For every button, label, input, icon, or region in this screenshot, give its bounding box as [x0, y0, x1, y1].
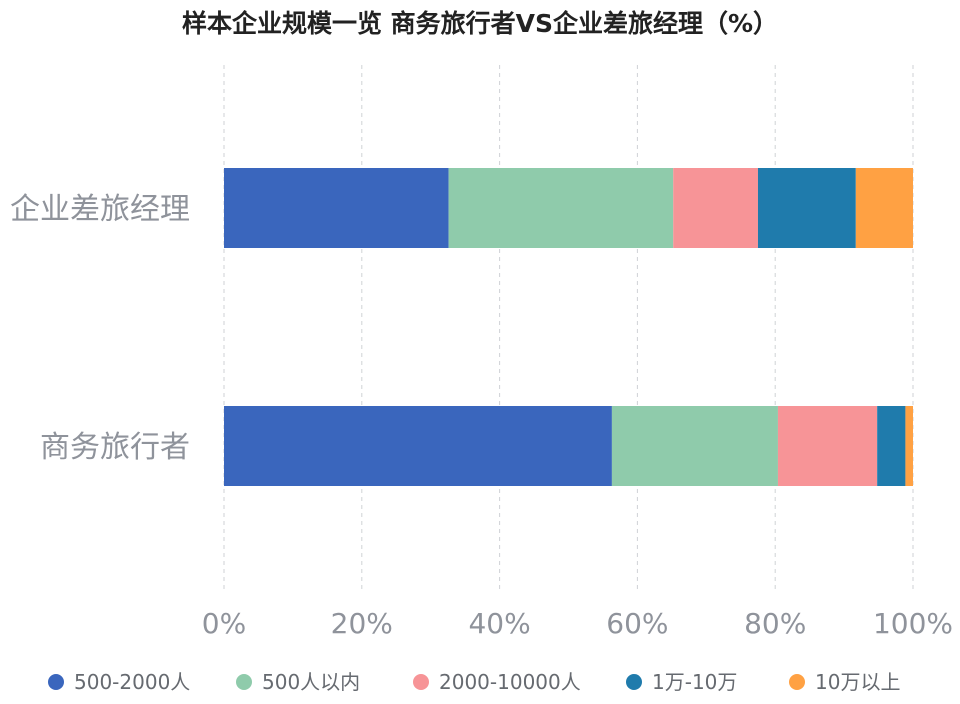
legend-label: 10万以上 [815, 670, 900, 694]
legend-label: 2000-10000人 [439, 670, 581, 694]
legend-label: 500人以内 [262, 670, 360, 694]
x-tick-label: 20% [331, 607, 393, 640]
bar-segment [673, 168, 758, 248]
legend-marker [236, 674, 252, 690]
x-tick-label: 40% [468, 607, 530, 640]
category-label: 企业差旅经理 [10, 192, 190, 227]
bar-segment [777, 406, 878, 486]
x-tick-label: 100% [873, 607, 953, 640]
legend-label: 1万-10万 [652, 670, 737, 694]
bar-segment [224, 168, 449, 248]
legend-marker [789, 674, 805, 690]
category-label: 商务旅行者 [40, 430, 190, 465]
x-tick-label: 0% [202, 607, 246, 640]
legend-marker [48, 674, 64, 690]
legend-marker [413, 674, 429, 690]
bar-segment [757, 168, 856, 248]
x-tick-label: 60% [606, 607, 668, 640]
bar-segment [611, 406, 778, 486]
bar-segment [877, 406, 906, 486]
bar-segment [855, 168, 913, 248]
bar-segment [224, 406, 612, 486]
legend-marker [626, 674, 642, 690]
x-tick-label: 80% [744, 607, 806, 640]
legend-label: 500-2000人 [74, 670, 190, 694]
bar-segment [448, 168, 674, 248]
chart-title: 样本企业规模一览 商务旅行者VS企业差旅经理（%） [181, 9, 779, 38]
bar-segment [905, 406, 913, 486]
